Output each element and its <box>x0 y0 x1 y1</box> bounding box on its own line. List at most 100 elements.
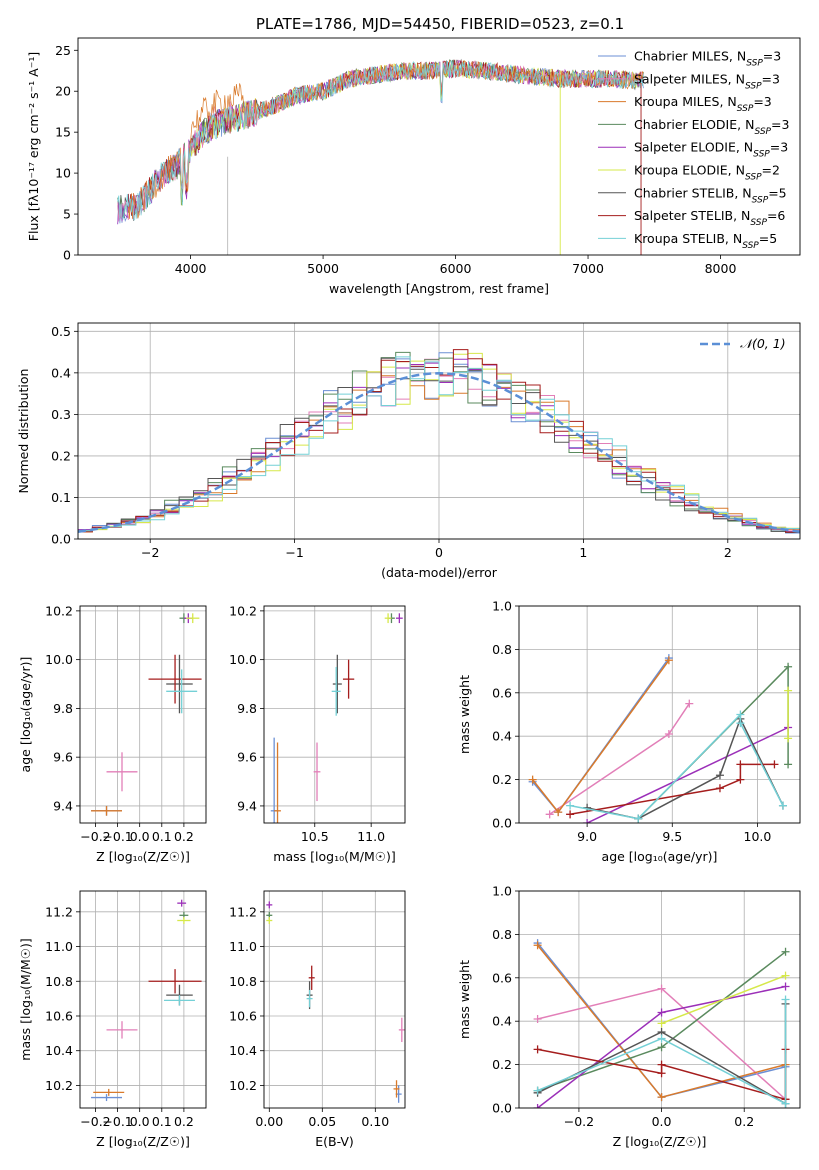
spectrum-axes: 4000 5000 6000 7000 8000 0 5 10 15 20 25 wavelength… <box>26 37 801 296</box>
y-tick-label: 10 <box>55 166 71 181</box>
legend-entry-label: Salpeter MILES, NSSP=3 <box>634 71 780 91</box>
weight-series-line <box>537 999 787 1105</box>
weight-point-marker <box>770 760 779 769</box>
y-tick-label: 11.0 <box>229 939 257 954</box>
y-tick-label: 10.4 <box>45 1043 73 1058</box>
x-tick-label: −0.1 <box>102 829 132 844</box>
legend-entry-label: Kroupa STELIB, NSSP=5 <box>634 231 777 251</box>
y-axis-label: age [log₁₀(age/yr)] <box>18 657 33 773</box>
y-tick-label: 0.6 <box>492 970 512 985</box>
x-axis-label: (data-model)/error <box>381 565 498 580</box>
x-tick-label: 0.10 <box>361 1114 389 1129</box>
legend-entry-label: Kroupa MILES, NSSP=3 <box>634 94 772 114</box>
y-tick-label: 10.0 <box>45 652 73 667</box>
age_vs_Z-plot-area <box>91 613 202 816</box>
y-tick-label: 10.2 <box>229 1078 257 1093</box>
x-tick-label: 10.5 <box>301 829 329 844</box>
x-tick-label: 7000 <box>572 261 604 276</box>
weight-point-marker <box>657 1019 666 1028</box>
y-tick-label: 9.8 <box>53 701 73 716</box>
x-tick-label: −0.2 <box>80 1114 110 1129</box>
x-tick-label: 10.0 <box>744 829 772 844</box>
y-tick-label: 9.6 <box>53 750 73 765</box>
spectrum-series-line <box>127 60 644 219</box>
weight-point-marker <box>664 656 673 665</box>
y-tick-label: 10.8 <box>45 974 73 989</box>
x-tick-label: 5000 <box>307 261 339 276</box>
x-tick-label: 0.2 <box>734 1114 754 1129</box>
y-tick-label: 10.6 <box>45 1008 73 1023</box>
age_vs_Z-frame <box>79 605 207 824</box>
weight-point-marker <box>533 1015 542 1024</box>
weight-point-marker <box>657 1008 666 1017</box>
y-tick-label: 0.4 <box>51 365 71 380</box>
weight-point-marker <box>657 1043 666 1052</box>
x-tick-label: 11.0 <box>357 829 385 844</box>
plots-group: 4000 5000 6000 7000 80000510152025wavelength… <box>16 37 801 1149</box>
legend-entry-label: Chabrier ELODIE, NSSP=3 <box>634 117 789 137</box>
residuals-plot-area <box>78 349 800 539</box>
weight-point-marker <box>736 719 745 728</box>
y-tick-label: 11.2 <box>45 904 73 919</box>
legend-entry-label: 𝒩(0, 1) <box>740 336 786 351</box>
y-tick-label: 0.2 <box>492 1057 512 1072</box>
weight-point-marker <box>533 941 542 950</box>
weight-point-marker <box>566 810 575 819</box>
x-tick-label: −0.2 <box>80 829 110 844</box>
weight-point-marker <box>528 775 537 784</box>
page-title: PLATE=1786, MJD=54450, FIBERID=0523, z=0… <box>256 15 624 33</box>
y-tick-label: 20 <box>55 84 71 99</box>
mass_vs_ebv-axes: 0.00 0.05 0.10 10.2 10.4 10.6 10.8 11.0 11.2 E(B-… <box>229 890 406 1149</box>
y-tick-label: 10.2 <box>45 603 73 618</box>
x-tick-label: 0.2 <box>174 829 194 844</box>
weight_vs_Z-axes: −0.2 0.0 0.2 0.0 0.2 0.4 0.6 0.8 1.0 Z [log₁₀(Z/Z… <box>457 884 801 1149</box>
y-tick-label: 0.8 <box>492 927 512 942</box>
y-tick-label: 10.8 <box>229 974 257 989</box>
weight-point-marker <box>736 775 745 784</box>
weight-point-marker <box>781 1099 790 1108</box>
y-tick-label: 0.6 <box>492 685 512 700</box>
x-tick-label: 9.5 <box>662 829 682 844</box>
mass_vs_Z-plot-area <box>91 899 202 1102</box>
spectrum-plot-area <box>117 58 644 255</box>
x-tick-label: 9.0 <box>577 829 597 844</box>
y-tick-label: 0.2 <box>51 448 71 463</box>
weight-point-marker <box>533 1104 542 1108</box>
spectrum-frame <box>77 37 801 256</box>
y-axis-label: Normed distribution <box>16 369 31 494</box>
y-tick-label: 0.1 <box>51 490 71 505</box>
x-axis-label: wavelength [Angstrom, rest frame] <box>329 281 549 296</box>
x-tick-label: −0.1 <box>102 1114 132 1129</box>
weight-point-marker <box>664 730 673 739</box>
x-tick-label: 6000 <box>440 261 472 276</box>
spectrum-series-line <box>117 59 644 222</box>
mass_vs_ebv-plot-area <box>266 901 405 1103</box>
x-axis-label: E(B-V) <box>315 1134 354 1149</box>
weight-series-line <box>586 726 789 823</box>
weight_vs_Z-frame <box>518 890 801 1109</box>
x-tick-label: 0 <box>435 545 443 560</box>
x-axis-label: Z [log₁₀(Z/Z☉)] <box>96 1134 190 1149</box>
x-axis-label: age [log₁₀(age/yr)] <box>602 849 718 864</box>
gaussian-curve <box>78 372 800 533</box>
y-tick-label: 25 <box>55 43 71 58</box>
x-tick-label: 0.00 <box>255 1114 283 1129</box>
x-tick-label: 0.0 <box>130 1114 150 1129</box>
weight-point-marker <box>784 734 793 743</box>
weight-point-marker <box>657 1093 666 1102</box>
weight-point-marker <box>784 686 793 695</box>
x-tick-label: 2 <box>724 545 732 560</box>
weight-point-marker <box>736 710 745 719</box>
y-axis-label: mass weight <box>457 960 472 1039</box>
weight-point-marker <box>533 1086 542 1095</box>
age_vs_mass-frame <box>263 605 406 824</box>
residual-legend: 𝒩(0, 1) <box>700 336 786 351</box>
y-tick-label: 0.2 <box>492 772 512 787</box>
spectrum-series-line <box>117 60 644 221</box>
weight-point-marker <box>657 1069 666 1078</box>
weight-point-marker <box>736 760 745 769</box>
y-tick-label: 5 <box>63 207 71 222</box>
x-tick-label: 0.05 <box>308 1114 336 1129</box>
legend-entry-label: Salpeter STELIB, NSSP=6 <box>634 208 785 228</box>
